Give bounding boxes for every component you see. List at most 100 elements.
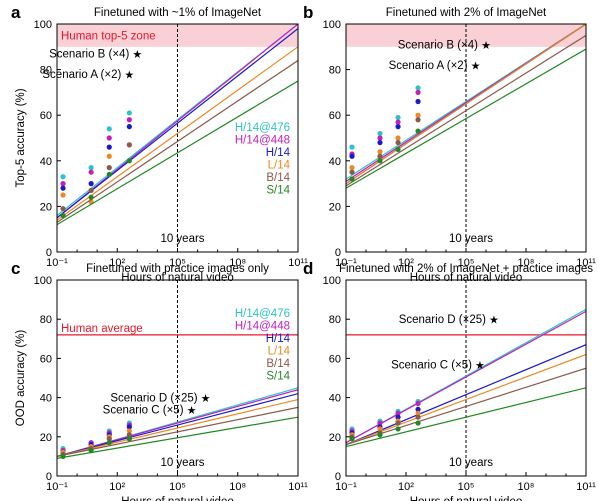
data-point-s14 — [415, 128, 421, 134]
fit-line-b14 — [57, 59, 298, 223]
scenario-star-icon: ★ — [489, 315, 499, 327]
y-tick-label: 80 — [40, 314, 52, 326]
data-point-h14 — [415, 98, 421, 105]
x-tick-label: 10⁵ — [169, 481, 186, 493]
data-point-s14 — [395, 146, 401, 152]
x-tick-label: 10⁻¹ — [46, 481, 68, 493]
data-point-l14 — [395, 135, 401, 141]
x-tick-label: 10² — [398, 257, 414, 269]
data-point-h14 — [377, 139, 383, 146]
data-point-s14 — [395, 426, 401, 432]
data-point-s14 — [415, 420, 421, 426]
x-tick-label: 10¹¹ — [288, 481, 308, 493]
panel-title: Finetuned with practice images only — [86, 263, 269, 275]
data-point-s14 — [88, 447, 94, 454]
x-tick-label: 10² — [109, 481, 125, 493]
x-tick-label: 10¹¹ — [288, 257, 308, 269]
fit-line-s14 — [346, 387, 586, 448]
panel-letter: a — [11, 3, 21, 22]
data-point-h14448 — [88, 169, 94, 175]
data-point-h14476 — [415, 85, 421, 91]
y-tick-label: 40 — [40, 156, 52, 168]
data-point-h14448 — [126, 117, 132, 123]
data-point-h14448 — [60, 181, 66, 187]
x-axis-label: Hours of natural video — [121, 496, 234, 501]
ten-years-label: 10 years — [449, 233, 493, 245]
panel-title: Finetuned with ~1% of ImageNet — [94, 7, 262, 19]
fit-line-h14448 — [57, 389, 298, 457]
x-axis-label: Hours of natural video — [410, 272, 523, 284]
x-tick-label: 10⁸ — [229, 257, 246, 269]
legend-entry: S/14 — [266, 371, 290, 383]
data-point-h14 — [395, 414, 401, 420]
human-average-label: Human average — [61, 323, 143, 335]
data-point-s14 — [349, 436, 355, 442]
x-tick-label: 10¹¹ — [576, 257, 596, 269]
data-point-s14 — [126, 158, 132, 164]
y-tick-label: 40 — [40, 393, 52, 405]
scenario-label: Scenario B (×4) — [398, 40, 478, 52]
scenario-star-icon: ★ — [187, 405, 197, 417]
legend-entry: H/14 — [266, 147, 291, 159]
data-point-l14 — [349, 165, 355, 171]
data-point-l14 — [106, 153, 112, 159]
legend-entry: L/14 — [268, 346, 291, 358]
y-tick-label: 80 — [329, 65, 341, 77]
y-tick-label: 60 — [40, 353, 52, 365]
y-tick-label: 100 — [323, 275, 341, 287]
y-tick-label: 100 — [323, 19, 341, 31]
data-point-h14 — [106, 144, 112, 150]
y-tick-label: 0 — [335, 247, 341, 259]
x-tick-label: 10⁵ — [458, 257, 475, 269]
data-point-b14 — [349, 169, 355, 175]
scenario-star-icon: ★ — [201, 393, 211, 405]
data-point-h14 — [349, 153, 355, 159]
x-tick-label: 10² — [398, 481, 414, 493]
x-tick-label: 10⁸ — [229, 481, 246, 493]
scenario-label: Scenario A (×2) — [389, 60, 468, 72]
x-tick-label: 10⁸ — [518, 257, 535, 269]
y-tick-label: 20 — [40, 201, 52, 213]
data-point-l14 — [60, 192, 66, 198]
x-tick-label: 10⁻¹ — [46, 257, 68, 269]
human-zone-label: Human top-5 zone — [61, 30, 156, 42]
data-point-h14 — [126, 124, 132, 130]
data-point-h14448 — [415, 89, 421, 95]
y-tick-label: 60 — [329, 353, 341, 365]
series-group — [57, 24, 298, 226]
y-tick-label: 0 — [335, 471, 341, 483]
data-point-h14476 — [60, 174, 66, 180]
fit-line-h14448 — [346, 310, 586, 444]
scenario-label: Scenario C (×5) — [103, 404, 184, 416]
fit-line-l14 — [346, 353, 586, 446]
data-point-b14 — [377, 153, 383, 159]
data-point-s14 — [377, 158, 383, 164]
data-point-b14 — [88, 187, 94, 194]
data-point-b14 — [415, 117, 421, 123]
data-point-h14448 — [395, 119, 401, 125]
scenario-label: Scenario B (×4) — [49, 49, 129, 61]
x-axis-label: Hours of natural video — [121, 272, 234, 284]
ten-years-label: 10 years — [160, 233, 204, 245]
fit-line-s14 — [57, 80, 298, 226]
data-point-h14 — [395, 124, 401, 130]
data-point-l14 — [377, 426, 383, 432]
y-tick-label: 60 — [40, 110, 52, 122]
x-tick-label: 10¹¹ — [576, 481, 596, 493]
scenario-star-icon: ★ — [481, 40, 491, 52]
data-point-l14 — [415, 112, 421, 118]
panel-title: Finetuned with 2% of ImageNet + practice… — [339, 263, 593, 275]
fit-line-b14 — [346, 34, 586, 187]
data-point-b14 — [60, 206, 66, 212]
data-point-l14 — [126, 428, 132, 434]
y-tick-label: 60 — [329, 110, 341, 122]
scenario-label: Scenario C (×5) — [391, 359, 472, 371]
data-point-s14 — [377, 432, 383, 438]
y-tick-label: 80 — [40, 65, 52, 77]
y-tick-label: 0 — [46, 471, 52, 483]
scenario-label: Scenario A (×2) — [42, 69, 121, 81]
y-tick-label: 40 — [329, 156, 341, 168]
data-point-h14 — [60, 185, 66, 191]
fit-line-l14 — [346, 24, 586, 185]
